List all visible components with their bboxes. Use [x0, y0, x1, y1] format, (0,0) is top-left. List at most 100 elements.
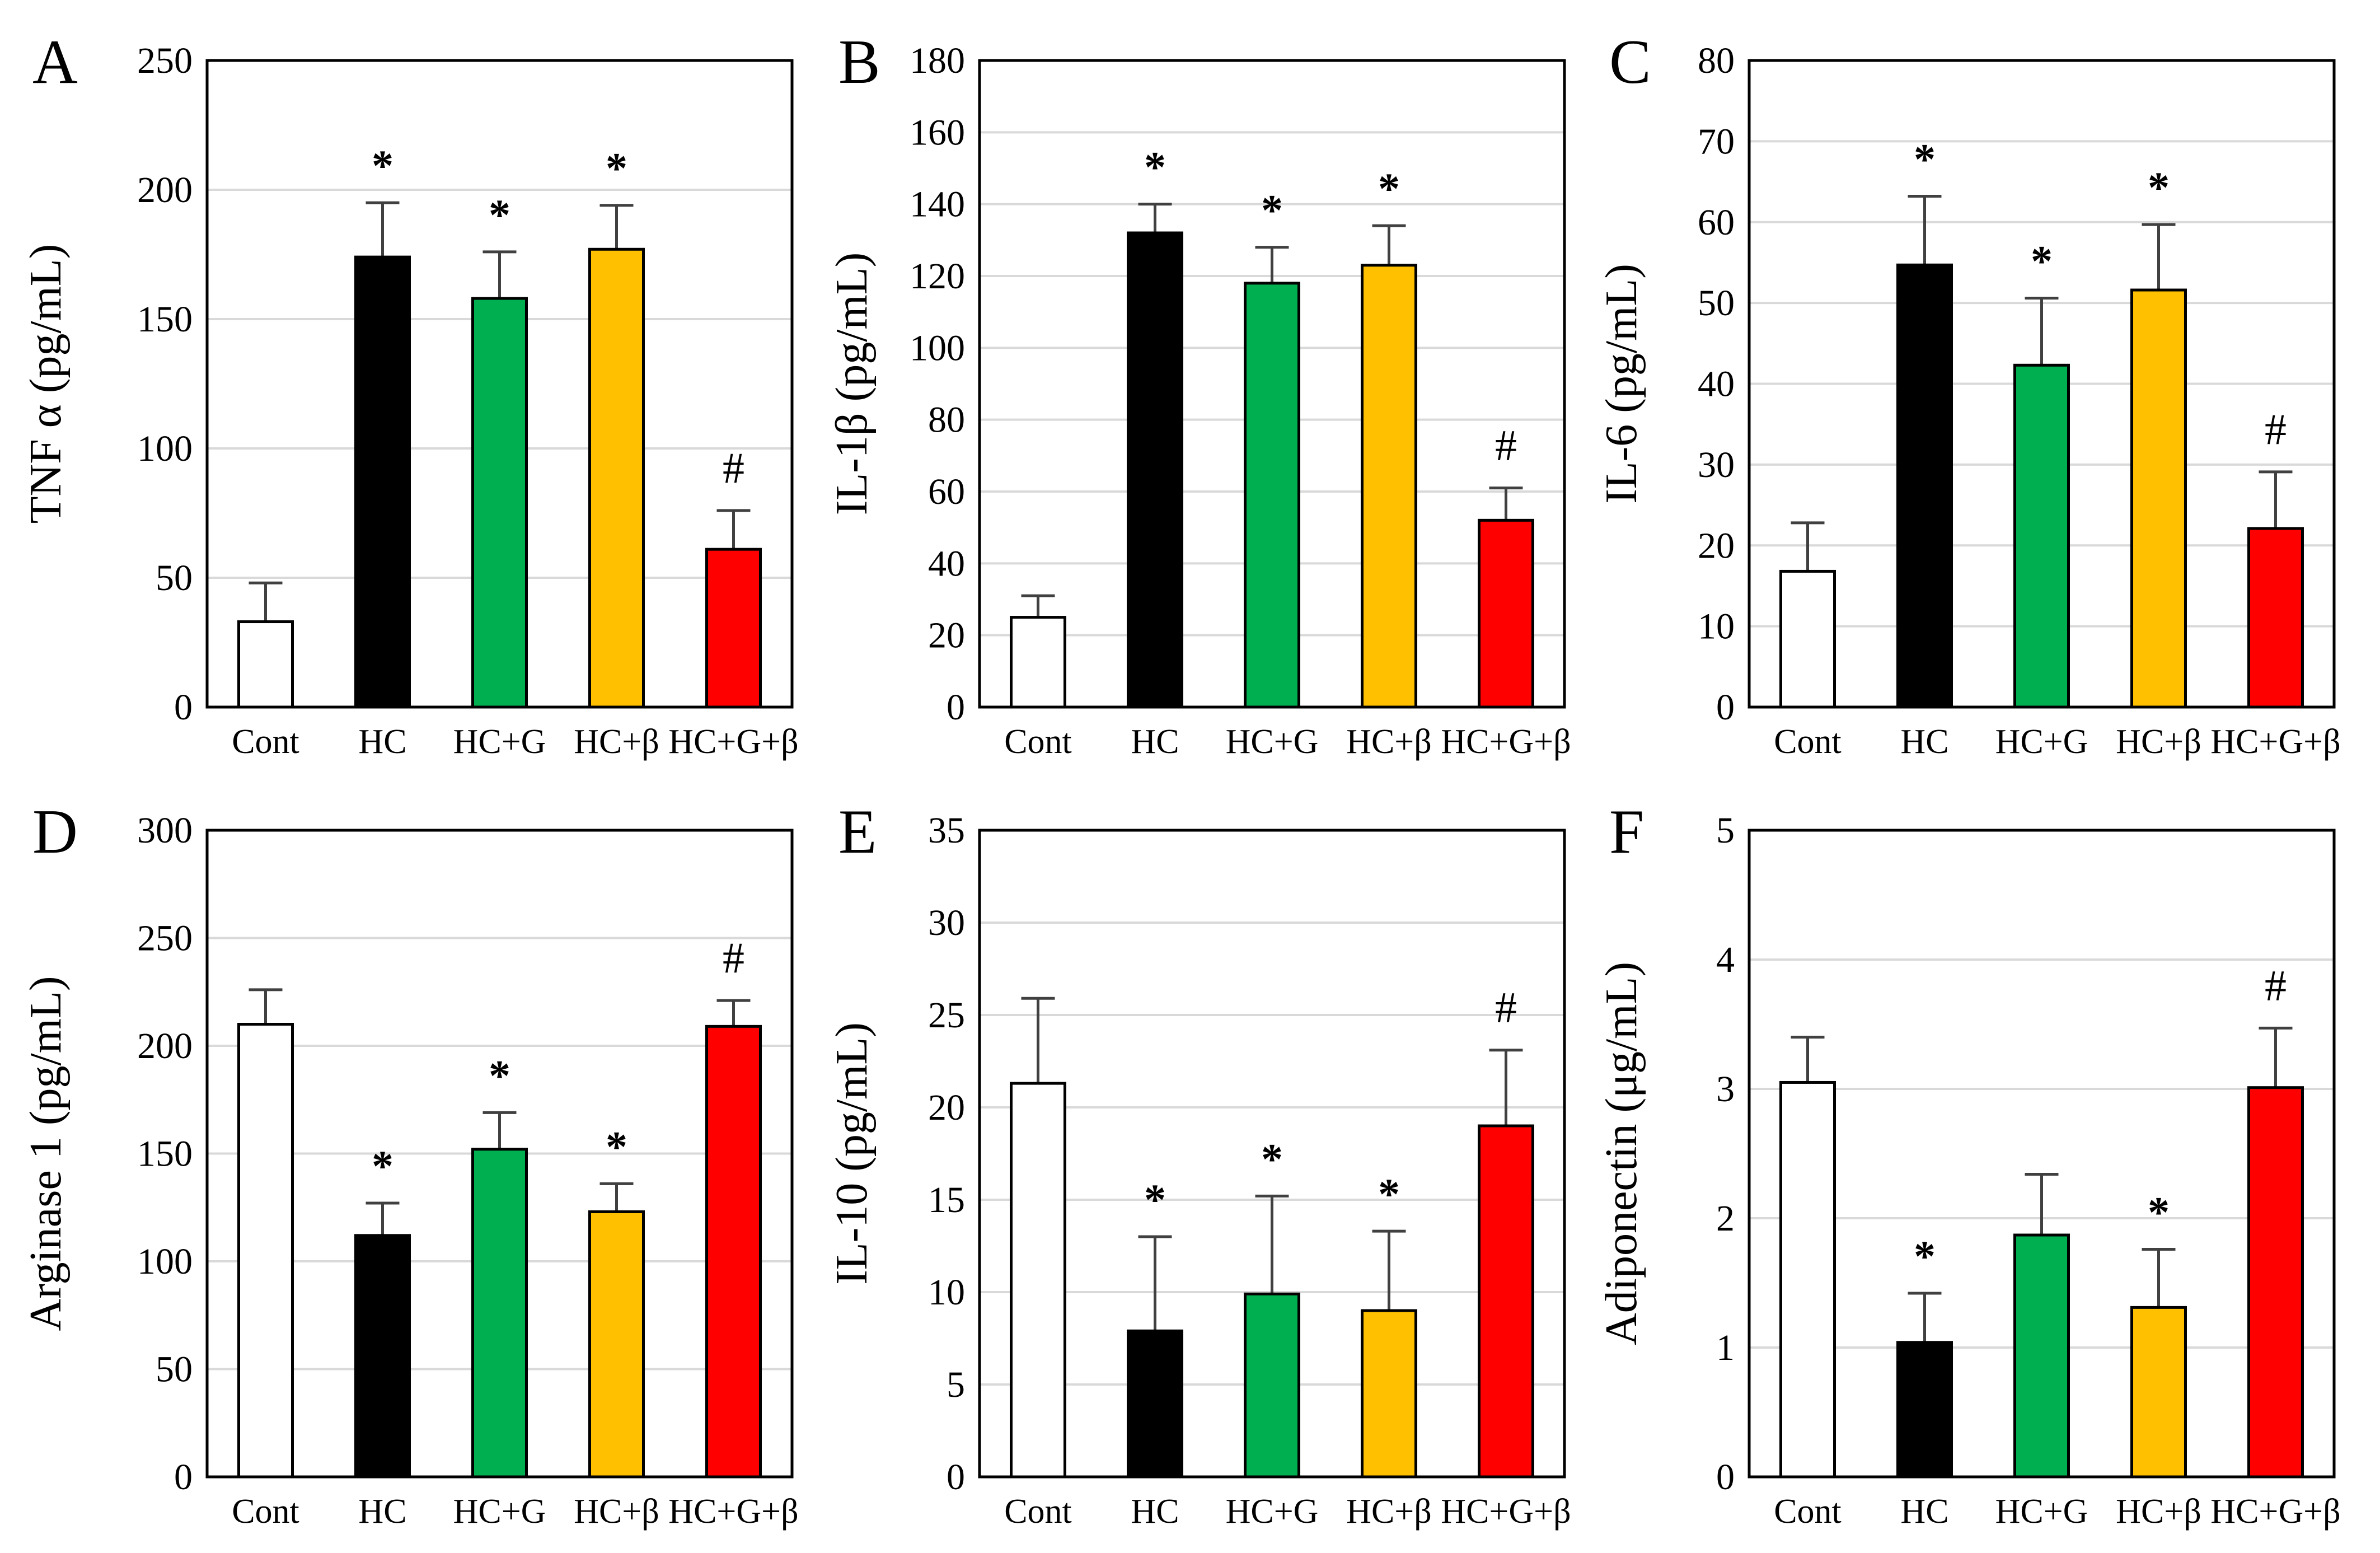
- bar: [237, 620, 294, 709]
- y-tick-label: 250: [137, 918, 193, 959]
- bar: [1478, 1124, 1534, 1479]
- plot-frame: [978, 59, 1566, 709]
- y-tick-label: 150: [137, 299, 193, 340]
- bar: [2130, 288, 2187, 709]
- significance-mark: *: [1261, 1134, 1283, 1183]
- bar: [1896, 1341, 1953, 1479]
- y-tick-label: 20: [1698, 525, 1735, 566]
- panel-letter: C: [1609, 27, 1651, 97]
- significance-mark: *: [1144, 143, 1166, 191]
- category-label: HC: [358, 723, 406, 761]
- panel-letter: B: [838, 27, 880, 97]
- chart-panel-e: 0 5 10 15 20 25 30 35 Cont * HC * HC+G * HC+β # HC+G+β IL…: [827, 797, 1571, 1531]
- significance-mark: *: [372, 1142, 393, 1190]
- significance-mark: *: [606, 144, 627, 193]
- significance-mark: *: [489, 1051, 510, 1100]
- y-tick-label: 25: [928, 995, 965, 1036]
- y-tick-label: 250: [137, 40, 193, 81]
- plot-frame: [978, 829, 1566, 1479]
- bar: [2013, 1233, 2070, 1479]
- category-label: HC: [358, 1493, 406, 1531]
- significance-mark: *: [1378, 164, 1400, 213]
- category-label: HC+β: [1346, 1493, 1432, 1531]
- category-label: Cont: [232, 1493, 299, 1531]
- y-tick-label: 40: [1698, 364, 1735, 405]
- significance-mark: *: [606, 1122, 627, 1171]
- bar: [588, 247, 645, 709]
- y-tick-label: 60: [928, 471, 965, 512]
- significance-mark: *: [489, 190, 510, 239]
- category-label: HC: [1131, 723, 1179, 761]
- category-label: HC+β: [1346, 723, 1432, 761]
- y-tick-label: 100: [137, 428, 193, 469]
- y-tick-label: 10: [928, 1272, 965, 1313]
- y-tick-label: 2: [1716, 1198, 1735, 1239]
- significance-mark: #: [2265, 961, 2287, 1009]
- y-tick-label: 0: [174, 1457, 193, 1498]
- y-axis-label: IL-10 (pg/mL): [827, 1022, 877, 1285]
- y-tick-label: 30: [928, 902, 965, 943]
- category-label: HC+G: [1226, 1493, 1319, 1531]
- bar: [471, 297, 528, 709]
- y-tick-label: 4: [1716, 939, 1735, 980]
- category-label: HC+G: [1995, 723, 2088, 761]
- y-axis-label: Adiponectin (μg/mL): [1597, 962, 1646, 1345]
- y-tick-label: 300: [137, 810, 193, 851]
- chart-panel-d: 0 50 100 150 200 250 300 Cont * HC * HC+G * HC+β # HC+G…: [21, 797, 799, 1531]
- category-label: Cont: [1004, 723, 1072, 761]
- y-axis-label: IL-1β (pg/mL): [827, 252, 877, 515]
- chart-panel-c: 0 10 20 30 40 50 60 70 80 Cont * HC * HC+G * HC+β # HC+G+…: [1597, 27, 2341, 761]
- panel-letter: E: [838, 797, 877, 867]
- bar: [705, 548, 762, 709]
- category-label: HC+G: [1226, 723, 1319, 761]
- y-tick-label: 20: [928, 615, 965, 656]
- y-axis-label: IL-6 (pg/mL): [1597, 264, 1646, 504]
- y-tick-label: 80: [928, 400, 965, 441]
- significance-mark: *: [372, 141, 393, 190]
- bar: [237, 1023, 294, 1479]
- y-tick-label: 100: [910, 328, 965, 368]
- plot-frame: [205, 59, 794, 709]
- category-label: HC+β: [574, 1493, 659, 1531]
- y-tick-label: 3: [1716, 1069, 1735, 1110]
- category-label: HC+G+β: [668, 1493, 798, 1531]
- y-tick-label: 120: [910, 256, 965, 297]
- y-tick-label: 30: [1698, 445, 1735, 485]
- y-tick-label: 140: [910, 184, 965, 225]
- category-label: HC+G: [1995, 1493, 2088, 1531]
- bar: [1244, 1292, 1300, 1479]
- bar: [1896, 263, 1953, 709]
- y-tick-label: 150: [137, 1134, 193, 1175]
- bar: [1244, 282, 1300, 709]
- bar: [1779, 569, 1836, 709]
- bar: [1361, 1309, 1417, 1479]
- category-label: HC+G+β: [2210, 1493, 2340, 1531]
- y-tick-label: 15: [928, 1180, 965, 1220]
- y-tick-label: 50: [1698, 283, 1735, 324]
- y-tick-label: 50: [156, 558, 193, 598]
- bar: [1127, 231, 1183, 709]
- bar: [1010, 1082, 1066, 1479]
- plot-frame: [1747, 829, 2336, 1479]
- bar: [2013, 363, 2070, 709]
- category-label: Cont: [232, 723, 299, 761]
- y-tick-label: 60: [1698, 202, 1735, 243]
- y-tick-label: 100: [137, 1241, 193, 1282]
- y-tick-label: 0: [174, 687, 193, 728]
- category-label: HC+G+β: [1441, 1493, 1571, 1531]
- bar: [705, 1025, 762, 1479]
- category-label: HC: [1131, 1493, 1179, 1531]
- plot-frame: [205, 829, 794, 1479]
- plot-frame: [1747, 59, 2336, 709]
- y-tick-label: 5: [947, 1364, 965, 1405]
- significance-mark: *: [2148, 163, 2170, 212]
- bar: [1127, 1329, 1183, 1479]
- y-tick-label: 1: [1716, 1327, 1735, 1368]
- y-tick-label: 35: [928, 810, 965, 851]
- panel-letter: A: [32, 27, 78, 97]
- bar: [1361, 264, 1417, 709]
- category-label: Cont: [1774, 723, 1842, 761]
- y-tick-label: 50: [156, 1349, 193, 1390]
- chart-panel-a: 0 50 100 150 200 250 Cont * HC * HC+G * HC+β # HC+G+β T…: [21, 27, 799, 761]
